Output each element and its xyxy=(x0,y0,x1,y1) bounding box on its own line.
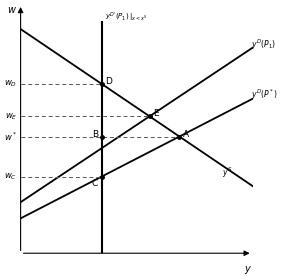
Text: $w_C$: $w_C$ xyxy=(4,171,17,182)
Text: A: A xyxy=(183,130,189,138)
Text: $w_E$: $w_E$ xyxy=(5,111,17,122)
Text: y: y xyxy=(244,265,250,275)
Text: E: E xyxy=(153,109,159,118)
Text: $y^{D}(P_1)$: $y^{D}(P_1)$ xyxy=(251,38,276,52)
Text: C: C xyxy=(92,179,98,188)
Text: B: B xyxy=(92,130,98,138)
Text: $w^*$: $w^*$ xyxy=(4,130,17,143)
Text: D: D xyxy=(105,77,112,86)
Text: $y^S$: $y^S$ xyxy=(222,165,233,180)
Text: $y^{D}(P^*)$: $y^{D}(P^*)$ xyxy=(251,88,278,102)
Text: $w_D$: $w_D$ xyxy=(4,79,17,89)
Text: w: w xyxy=(8,5,16,16)
Text: $y^{D'}(P_1)\,|_{x<x^S}$: $y^{D'}(P_1)\,|_{x<x^S}$ xyxy=(105,10,148,23)
